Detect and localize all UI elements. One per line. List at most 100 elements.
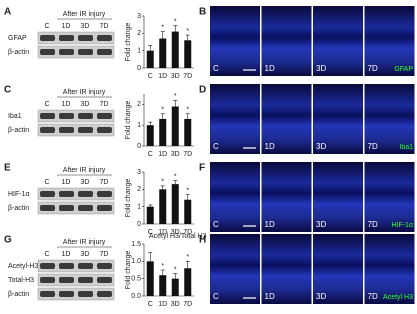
y-tick-label: 0 [137, 143, 141, 150]
blot-band [97, 277, 112, 283]
micrograph [313, 84, 363, 154]
image-label: C [213, 292, 219, 301]
y-tick-label: 1.5 [131, 241, 141, 248]
blot-band [78, 277, 93, 283]
image-label: 7D [368, 64, 378, 73]
bar [146, 125, 154, 146]
micrograph [313, 162, 363, 232]
blot-band [97, 205, 112, 211]
blot-band [59, 291, 74, 297]
micrograph [210, 84, 260, 154]
stain-label: Acetyl H3 [383, 294, 413, 301]
panel-letter: B [199, 7, 206, 18]
bar [159, 275, 167, 296]
image-label: 1D [265, 220, 275, 229]
x-tick-label: C [148, 73, 153, 80]
micrograph [364, 162, 415, 232]
lane-label: C [44, 101, 49, 108]
bar [184, 199, 192, 224]
y-tick-label: 2 [137, 101, 141, 108]
blot-band [97, 191, 112, 197]
blot-strip [37, 45, 115, 59]
image-label: C [213, 64, 219, 73]
x-tick-label: 1D [158, 73, 167, 80]
bar [146, 261, 154, 296]
stain-label: HIF-1α [391, 222, 413, 229]
y-tick-label: 3 [137, 169, 141, 176]
y-tick-label: 0 [137, 65, 141, 72]
blot-band [97, 263, 112, 269]
bar [159, 118, 167, 146]
lane-label: 1D [62, 101, 71, 108]
y-tick-label: 0.5 [131, 276, 141, 283]
micrograph [313, 234, 363, 304]
blot-strip [37, 187, 115, 201]
bar [184, 118, 192, 146]
lane-label: 1D [62, 251, 71, 258]
y-tick-label: 0 [137, 221, 141, 228]
blot-row-label: β-actin [8, 49, 29, 56]
y-tick-label: 1 [137, 122, 141, 129]
panel-letter: A [4, 7, 11, 18]
significance: * [174, 174, 177, 181]
image-label: C [213, 142, 219, 151]
blot-band [40, 277, 55, 283]
image-label: 3D [316, 292, 326, 301]
blot-row-label: β-actin [8, 291, 29, 298]
significance: * [186, 187, 189, 194]
bar [171, 31, 179, 69]
blot-strip [37, 273, 115, 287]
y-axis-label: Fold change [125, 23, 132, 62]
bar [184, 40, 192, 68]
image-label: 3D [316, 64, 326, 73]
blot-band [97, 127, 112, 133]
blot-band [59, 35, 74, 41]
x-tick-label: 7D [183, 229, 192, 236]
significance: * [174, 93, 177, 100]
blot-title: After IR injury [63, 167, 106, 174]
blot-band [40, 263, 55, 269]
bar [171, 184, 179, 224]
significance: * [186, 107, 189, 114]
x-tick-label: 1D [158, 301, 167, 308]
x-tick-label: C [148, 301, 153, 308]
image-label: 7D [368, 142, 378, 151]
bar [159, 38, 167, 68]
significance: * [161, 263, 164, 270]
blot-band [78, 263, 93, 269]
blot-band [97, 49, 112, 55]
y-tick-label: 2 [137, 30, 141, 37]
micrograph [364, 84, 415, 154]
significance: * [161, 24, 164, 31]
blot-row-label: Acetyl-H3 [8, 263, 38, 270]
chart-title: Acetyl H3/Total H3 [149, 233, 207, 240]
blot-band [59, 49, 74, 55]
micrograph [210, 234, 260, 304]
lane-label: C [44, 179, 49, 186]
blot-strip [37, 201, 115, 215]
significance: * [161, 179, 164, 186]
blot-strip [37, 287, 115, 301]
significance: * [174, 266, 177, 273]
image-label: 1D [265, 64, 275, 73]
y-axis-label: Fold change [125, 251, 132, 290]
y-tick-label: 0.0 [131, 293, 141, 300]
blot-band [78, 205, 93, 211]
blot-band [40, 35, 55, 41]
blot-band [78, 127, 93, 133]
significance: * [186, 254, 189, 261]
y-axis-label: Fold change [125, 101, 132, 140]
significance: * [186, 28, 189, 35]
bar [171, 106, 179, 146]
image-label: 7D [368, 292, 378, 301]
panel-letter: H [199, 235, 206, 246]
blot-row-label: Total-H3 [8, 277, 34, 284]
bar [171, 278, 179, 296]
blot-band [78, 35, 93, 41]
lane-label: 7D [100, 179, 109, 186]
bar [146, 206, 154, 224]
blot-row-label: β-actin [8, 205, 29, 212]
micrograph [364, 6, 415, 76]
blot-band [78, 49, 93, 55]
